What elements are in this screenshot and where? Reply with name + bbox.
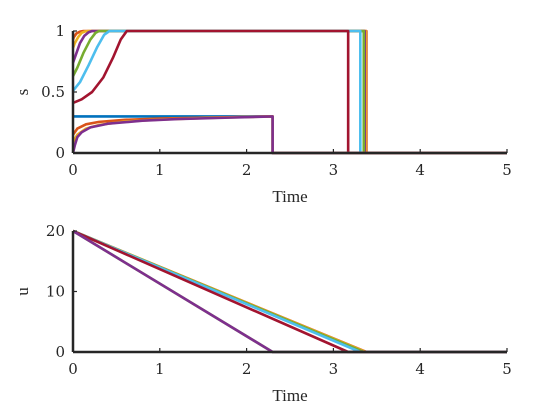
- plot-u-series-4: [72, 229, 507, 354]
- plot-s-series-5: [71, 29, 507, 155]
- plot-u-x-tick-label: 3: [329, 360, 339, 378]
- plot-u-y-tick-label: 10: [46, 283, 65, 301]
- plot-s-series-6: [72, 29, 507, 155]
- plot-u-series-3: [72, 229, 507, 354]
- plot-s-x-tick-label: 2: [242, 161, 252, 179]
- plot-u-series-6: [72, 229, 507, 354]
- plot-u-series-5: [72, 229, 507, 354]
- plot-s-y-tick-label: 0: [55, 144, 65, 162]
- plot-s-x-axis-label: Time: [272, 187, 307, 206]
- plot-u-series-0: [72, 229, 507, 354]
- plot-s-y-tick-label: 1: [55, 22, 65, 40]
- plot-u-y-tick-label: 20: [46, 222, 65, 240]
- plot-s-y-axis-label: s: [13, 89, 32, 96]
- plot-s-series-2: [71, 29, 507, 155]
- plot-s-x-tick-label: 0: [68, 161, 78, 179]
- plot-s-x-tick-label: 4: [415, 161, 425, 179]
- plot-u-x-axis-label: Time: [272, 386, 307, 405]
- plot-u-x-tick-label: 1: [155, 360, 165, 378]
- plot-u-x-tick-label: 5: [502, 360, 512, 378]
- plot-s-series-9: [71, 115, 507, 155]
- plot-u-x-tick-label: 2: [242, 360, 252, 378]
- bottom-plot-u: 0 1 2 3 4 5 0 10 20 Time u: [13, 222, 512, 405]
- plot-s-x-tick-label: 3: [329, 161, 339, 179]
- top-plot-s: 0 1 2 3 4 5 0 0.5 1 Time s: [13, 22, 512, 206]
- plot-u-y-tick-label: 0: [55, 343, 65, 361]
- plot-s-series-3: [71, 29, 507, 155]
- plot-u-x-tick-label: 4: [415, 360, 425, 378]
- plot-u-series-1: [72, 229, 507, 354]
- plot-s-y-tick-label: 0.5: [41, 83, 65, 101]
- plot-s-series-4: [71, 29, 507, 155]
- plot-s-series-1: [71, 29, 507, 155]
- plot-u-y-axis-label: u: [13, 287, 32, 296]
- plot-s-x-tick-label: 5: [502, 161, 512, 179]
- plot-u-x-tick-label: 0: [68, 360, 78, 378]
- plot-s-x-tick-label: 1: [155, 161, 165, 179]
- plot-u-series-2: [72, 229, 507, 354]
